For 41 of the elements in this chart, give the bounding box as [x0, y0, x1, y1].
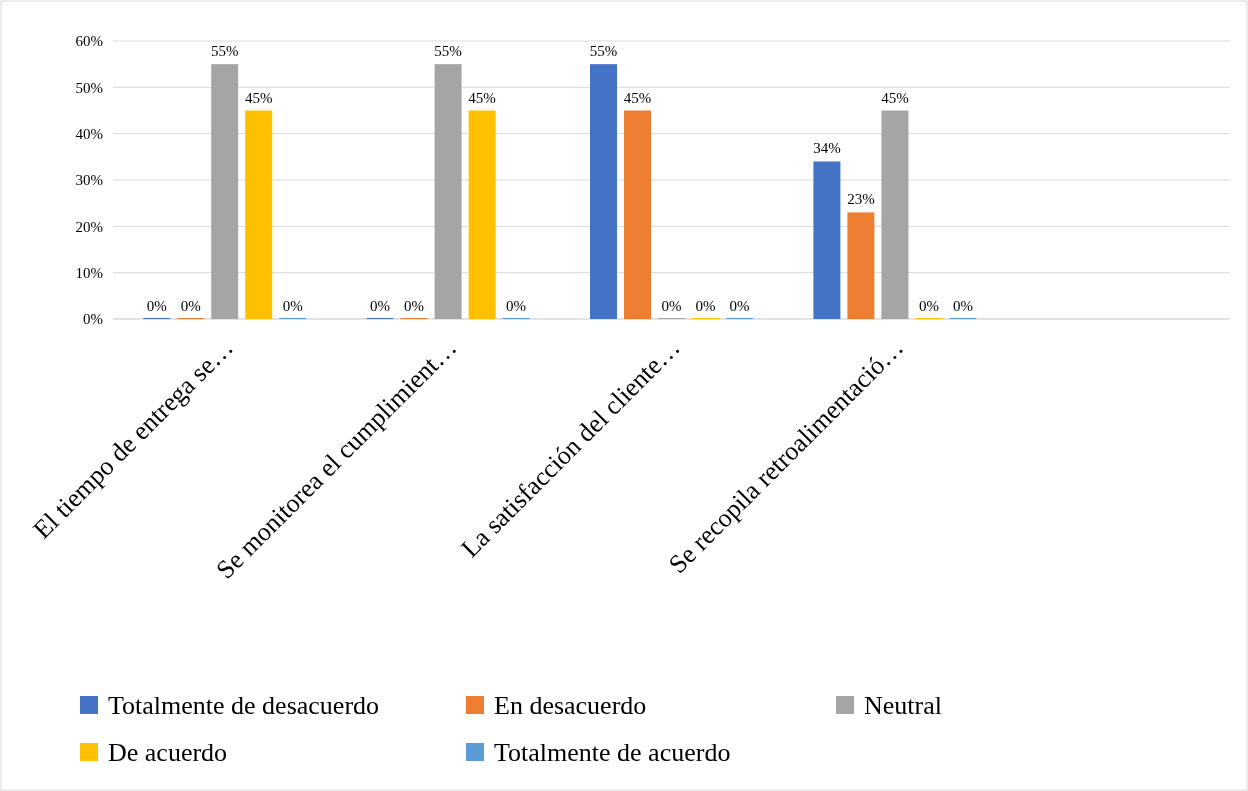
- data-label: 0%: [180, 298, 201, 314]
- data-label: 0%: [729, 298, 750, 314]
- bar: [211, 64, 239, 319]
- legend-label: Neutral: [864, 691, 942, 721]
- data-label: 45%: [881, 89, 909, 106]
- y-tick-label: 30%: [75, 172, 103, 189]
- bar: [468, 110, 496, 319]
- bar: [590, 64, 617, 319]
- y-tick-label: 40%: [75, 125, 103, 142]
- data-label: 0%: [952, 298, 973, 314]
- bar: [813, 161, 841, 319]
- bar: [847, 212, 875, 319]
- data-label: 0%: [404, 298, 425, 314]
- bar: [881, 110, 909, 319]
- data-label: 45%: [244, 89, 273, 106]
- data-label: 0%: [282, 298, 303, 314]
- data-label: 45%: [468, 89, 496, 106]
- data-label: 0%: [506, 298, 527, 314]
- data-label: 0%: [661, 298, 682, 314]
- bar: [434, 64, 462, 319]
- data-label: 0%: [146, 298, 167, 314]
- data-label: 0%: [695, 298, 716, 314]
- legend-label: Totalmente de desacuerdo: [108, 691, 380, 721]
- data-label: 0%: [370, 298, 391, 314]
- data-label: 55%: [210, 43, 239, 60]
- bar: [624, 110, 651, 319]
- legend-label: En desacuerdo: [494, 691, 647, 721]
- y-tick-label: 0%: [83, 311, 103, 328]
- data-label: 23%: [847, 191, 875, 208]
- legend-label: Totalmente de acuerdo: [494, 738, 731, 768]
- bar: [245, 110, 273, 319]
- y-tick-label: 60%: [75, 33, 103, 50]
- legend-label: De acuerdo: [108, 738, 228, 768]
- y-tick-label: 20%: [75, 218, 103, 235]
- data-label: 45%: [623, 89, 652, 106]
- y-tick-label: 50%: [75, 79, 103, 96]
- data-label: 0%: [918, 298, 939, 314]
- y-tick-label: 10%: [75, 264, 103, 281]
- data-label: 55%: [589, 43, 618, 60]
- data-label: 55%: [434, 43, 462, 60]
- data-label: 34%: [813, 140, 841, 157]
